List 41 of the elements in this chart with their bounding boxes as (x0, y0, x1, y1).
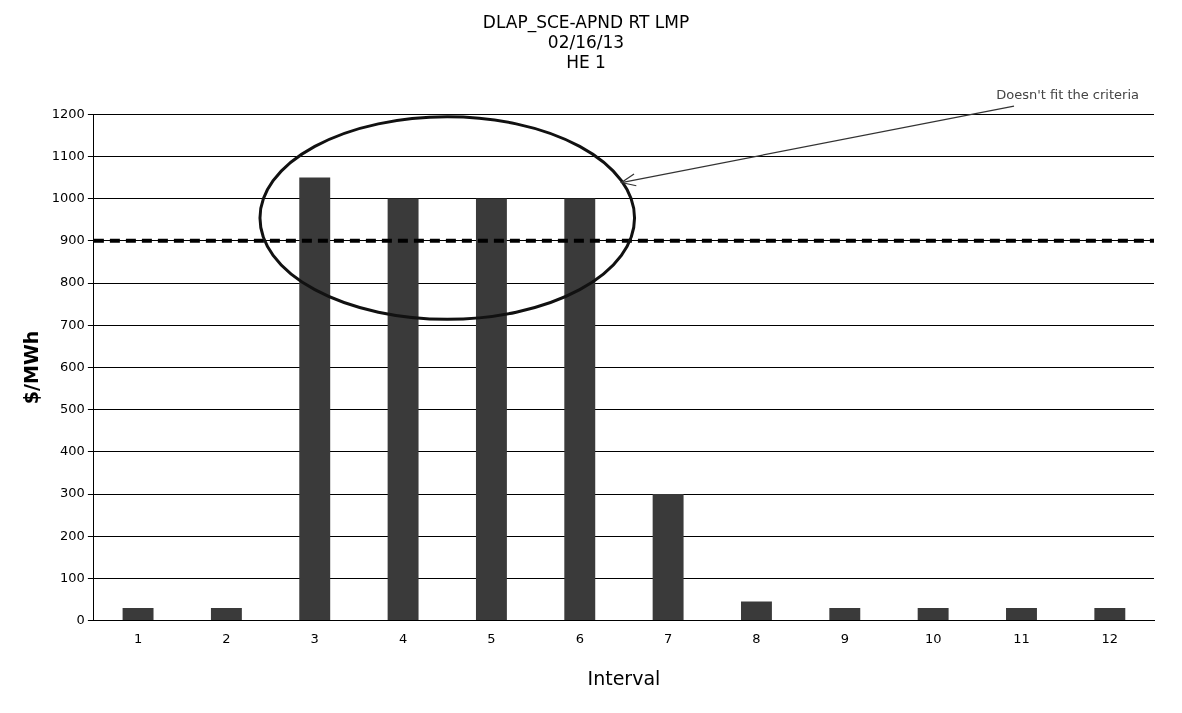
x-tick-label: 3 (310, 630, 319, 646)
bar (299, 177, 331, 621)
y-tick-label: 300 (60, 485, 85, 501)
y-tick-label: 600 (60, 358, 85, 374)
x-tick-label: 9 (840, 630, 849, 646)
x-tick-label: 8 (752, 630, 761, 646)
bar (741, 601, 772, 621)
x-tick-label: 12 (1101, 630, 1119, 646)
bar (1006, 607, 1037, 621)
x-tick-label: 6 (575, 630, 584, 646)
x-axis-title: Interval (587, 666, 661, 689)
x-tick-label: 10 (924, 630, 942, 646)
y-tick-label: 1200 (51, 105, 85, 121)
x-tick-label: 11 (1013, 630, 1030, 646)
y-tick-label: 800 (60, 274, 85, 290)
bar (1094, 607, 1126, 621)
y-tick-label: 900 (60, 232, 85, 248)
x-tick-label: 5 (487, 630, 496, 646)
y-tick-label: 1100 (51, 147, 85, 163)
bar (210, 607, 242, 621)
y-tick-label: 200 (60, 527, 85, 543)
bar (564, 198, 596, 621)
y-tick-label: 0 (76, 611, 85, 627)
bar (652, 494, 684, 621)
text: Doesn't fit the criteria (996, 87, 1139, 103)
bar (387, 198, 419, 621)
y-tick-label: 400 (60, 443, 85, 459)
chart-title: DLAP_SCE-APND RT LMP 02/16/13 HE 1 (482, 11, 690, 73)
x-tick-label: 2 (222, 630, 231, 646)
y-tick-label: 1000 (51, 189, 85, 205)
y-tick-label: 700 (60, 316, 85, 332)
x-tick-label: 7 (663, 630, 673, 646)
y-tick-label: 500 (60, 400, 85, 416)
bar (475, 198, 507, 621)
bar (917, 607, 949, 621)
y-tick-label: 100 (60, 569, 85, 585)
bar (829, 607, 861, 621)
x-tick-label: 1 (133, 630, 143, 646)
x-tick-label: 4 (398, 630, 408, 646)
bar (122, 607, 154, 621)
y-axis-title: $/MWh (20, 330, 43, 405)
